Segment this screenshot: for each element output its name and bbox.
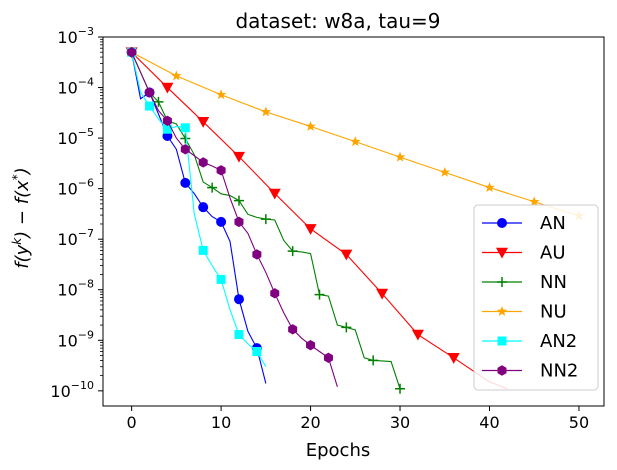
data-point-nn	[153, 96, 164, 107]
data-point-an	[216, 216, 227, 227]
data-point-nu	[215, 89, 227, 100]
data-point-an2	[145, 101, 155, 111]
data-point-nu	[260, 106, 272, 117]
x-tick-label: 20	[300, 413, 320, 432]
data-point-nn2	[252, 249, 262, 260]
legend-label: AN	[540, 213, 566, 234]
data-point-nu	[394, 151, 406, 162]
legend-item-nu: NU	[482, 302, 567, 323]
data-point-nn	[314, 289, 325, 300]
data-point-nn	[368, 355, 379, 366]
data-point-nn2	[323, 352, 333, 364]
data-point-au	[232, 151, 245, 163]
data-point-nu	[350, 136, 361, 147]
data-point-au	[161, 82, 174, 94]
data-point-nn2	[270, 288, 280, 299]
data-point-au	[411, 329, 424, 341]
data-point-nn2	[145, 87, 155, 98]
legend-marker	[497, 218, 507, 228]
y-tick-label: 10−8	[57, 278, 94, 300]
data-point-au	[197, 117, 210, 128]
x-tick-label: 0	[127, 413, 137, 432]
legend-item-nn: NN	[482, 272, 567, 293]
data-point-an	[233, 294, 244, 305]
legend-item-au: AU	[482, 243, 566, 264]
legend-label: AN2	[540, 331, 577, 352]
data-point-au	[304, 224, 317, 235]
legend-item-an: AN	[482, 213, 566, 234]
y-tick-label: 10−10	[50, 379, 94, 401]
data-point-nn	[395, 383, 406, 394]
x-axis-label: Epochs	[306, 440, 371, 461]
data-point-nu	[305, 120, 316, 131]
legend-item-nn2: NN2	[482, 361, 578, 382]
data-point-nn2	[198, 157, 208, 168]
data-point-an	[180, 177, 191, 188]
legend-label: NU	[540, 302, 567, 323]
series-nn2	[127, 47, 338, 387]
data-point-an2	[180, 123, 190, 133]
data-point-nn2	[288, 324, 298, 335]
x-tick-label: 10	[211, 413, 231, 432]
y-tick-label: 10−9	[57, 328, 94, 350]
data-point-an	[198, 202, 209, 213]
data-point-nu	[528, 196, 540, 207]
y-axis-label: f(yk) − f(x*)	[10, 167, 33, 269]
legend-marker	[497, 336, 507, 346]
data-point-au	[268, 188, 281, 200]
data-point-an2	[234, 330, 244, 340]
y-tick-label: 10−6	[57, 177, 94, 199]
data-point-au	[447, 353, 460, 364]
legend-label: NN	[540, 272, 567, 293]
plot-frame	[102, 36, 605, 407]
data-point-an2	[198, 245, 208, 255]
legend-item-an2: AN2	[482, 331, 577, 352]
data-point-nn	[233, 195, 244, 206]
data-point-nu	[484, 182, 495, 193]
legend-marker	[496, 306, 508, 316]
data-point-nn2	[162, 115, 172, 126]
series-au	[125, 47, 508, 390]
data-point-nn	[207, 182, 218, 193]
data-point-nu	[439, 166, 450, 177]
data-point-an2	[252, 347, 262, 357]
legend-marker	[497, 277, 507, 287]
data-point-nu	[171, 70, 182, 81]
x-tick-label: 30	[390, 413, 410, 432]
data-point-an2	[162, 124, 172, 134]
series-line-au	[131, 51, 508, 390]
legend-box	[473, 204, 599, 391]
data-point-nn	[287, 246, 298, 257]
x-tick-label: 40	[479, 413, 499, 432]
data-point-an2	[216, 274, 226, 284]
y-tick-label: 10−3	[57, 25, 94, 47]
y-tick-label: 10−4	[57, 76, 94, 98]
data-point-nn2	[127, 47, 137, 58]
chart-title: dataset: w8a, tau=9	[235, 9, 440, 33]
legend-marker	[497, 365, 507, 376]
data-point-nn	[180, 133, 191, 144]
legend-label: NN2	[540, 361, 578, 382]
series-line-an2	[131, 52, 267, 367]
legend-label: AU	[540, 243, 566, 264]
data-point-nn2	[234, 216, 244, 228]
x-tick-label: 50	[569, 413, 589, 432]
legend-marker	[496, 247, 508, 259]
y-tick-label: 10−5	[57, 126, 94, 148]
series-nu	[126, 46, 585, 221]
data-point-au	[340, 249, 353, 261]
data-point-au	[376, 288, 389, 300]
data-point-nn	[260, 214, 271, 225]
y-tick-label: 10−7	[57, 227, 94, 249]
data-point-nn	[341, 322, 352, 333]
data-point-nn2	[306, 339, 316, 351]
data-point-nn2	[216, 165, 226, 176]
data-point-nn2	[180, 144, 190, 155]
